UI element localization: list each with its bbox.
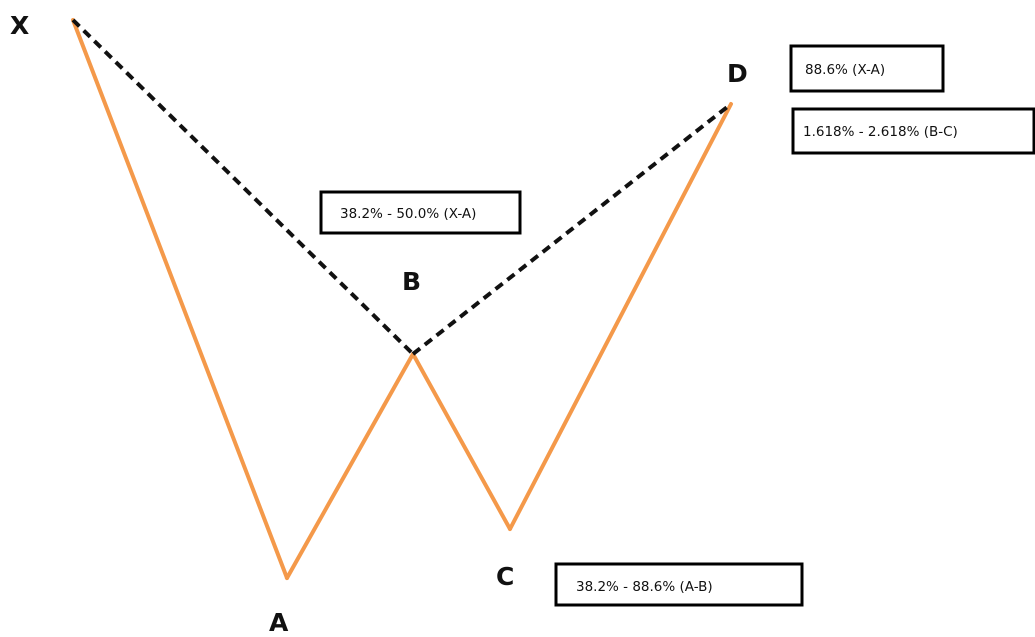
point-label-a: A xyxy=(269,608,289,637)
ratio-box-d-bc: 1.618% - 2.618% (B-C) xyxy=(791,107,1035,155)
leg-ab xyxy=(285,352,415,580)
ratio-box-b-xa: 38.2% - 50.0% (X-A) xyxy=(319,190,522,235)
point-label-c: C xyxy=(496,562,514,591)
ratio-text-d-xa: 88.6% (X-A) xyxy=(805,62,885,78)
ratio-box-d-xa: 88.6% (X-A) xyxy=(789,44,945,93)
point-label-x: X xyxy=(10,11,29,40)
leg-bc xyxy=(411,352,512,531)
leg-cd xyxy=(508,102,733,531)
projection-line-xb xyxy=(71,18,415,356)
point-label-d: D xyxy=(727,59,748,88)
projection-line-bd xyxy=(411,102,733,356)
leg-xa xyxy=(71,18,289,580)
ratio-text-d-bc: 1.618% - 2.618% (B-C) xyxy=(803,124,958,140)
ratio-text-b-xa: 38.2% - 50.0% (X-A) xyxy=(340,206,476,222)
ratio-box-c-ab: 38.2% - 88.6% (A-B) xyxy=(554,562,804,607)
ratio-text-c-ab: 38.2% - 88.6% (A-B) xyxy=(576,579,713,595)
point-label-b: B xyxy=(402,267,421,296)
